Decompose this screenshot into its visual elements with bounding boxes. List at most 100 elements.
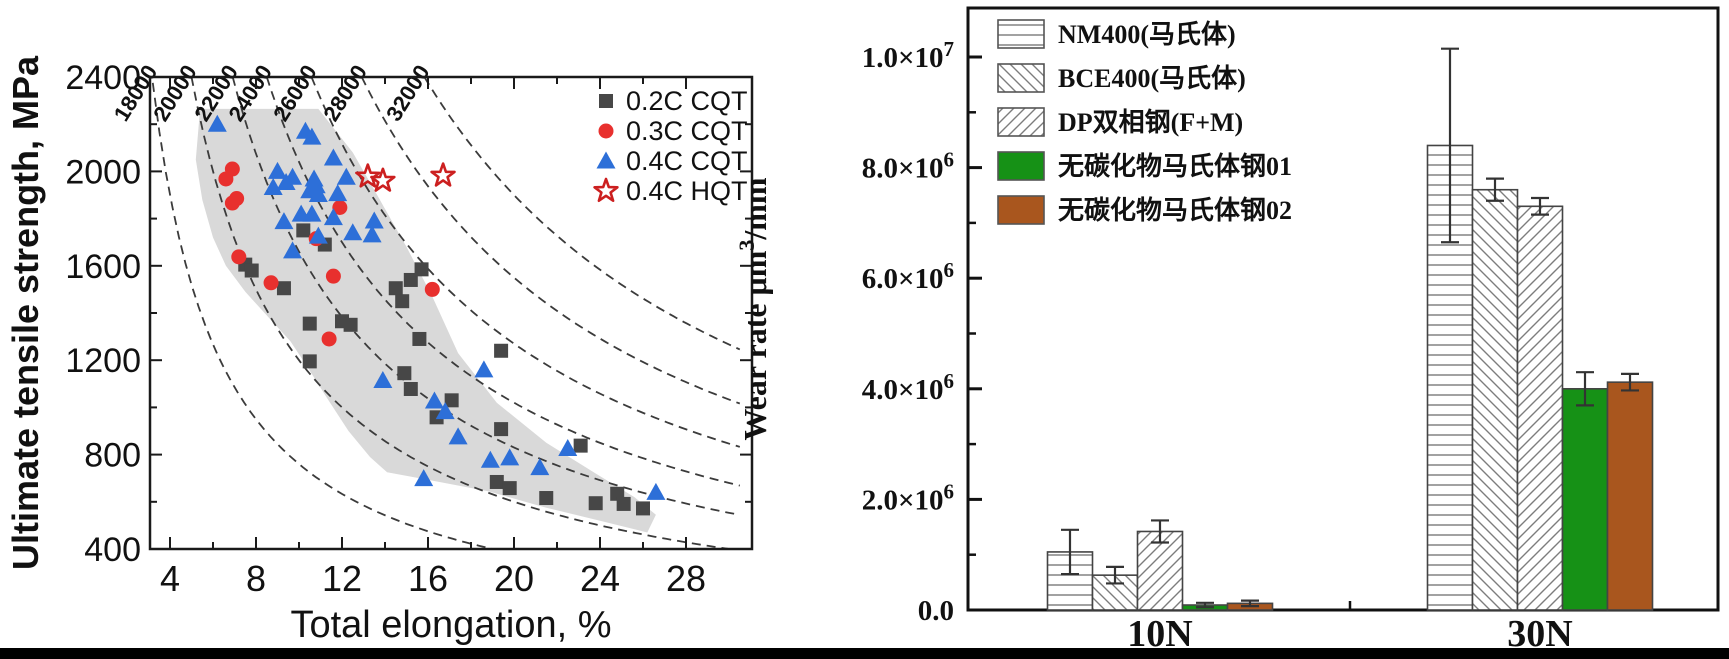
scatter-point	[274, 212, 294, 230]
scatter-point	[494, 422, 509, 437]
y-tick-label: 0.0	[918, 595, 954, 627]
y-axis-title: Wear rate μm3/mm	[734, 177, 773, 440]
legend-swatch	[997, 107, 1045, 137]
scatter-point	[283, 241, 303, 259]
bar-series-4	[1181, 371, 1609, 611]
x-axis-title: Total elongation, %	[290, 604, 611, 646]
scatter-point	[268, 161, 287, 179]
scatter-point	[355, 163, 381, 188]
y-tick-label: 2400	[65, 59, 141, 97]
y-tick-label: 1200	[65, 342, 141, 380]
y-tick-label: 400	[84, 531, 141, 569]
scatter-point	[430, 162, 456, 187]
legend-label: NM400(马氏体)	[1058, 20, 1236, 49]
scatter-point	[362, 225, 382, 243]
iso-curve	[310, 78, 741, 448]
scatter-point	[323, 148, 343, 166]
scatter-point	[395, 294, 410, 309]
processing-window-band	[195, 108, 656, 533]
scatter-point	[530, 458, 550, 476]
scatter-point	[370, 167, 396, 192]
scatter-point	[573, 438, 588, 453]
iso-curve	[266, 78, 741, 487]
scatter-point	[373, 370, 393, 388]
x-tick-label: 8	[246, 558, 266, 599]
y-tick-label: 2000	[65, 153, 141, 191]
scatter-point	[388, 281, 403, 296]
iso-curve	[423, 78, 741, 351]
scatter-point	[263, 275, 279, 291]
y-tick-label: 1.0×107	[862, 37, 954, 74]
y-tick-label: 800	[84, 437, 141, 475]
legend-label: 无碳化物马氏体钢02	[1058, 196, 1292, 225]
scatter-point	[502, 481, 517, 496]
scatter-point	[598, 123, 614, 139]
iso-curve	[361, 78, 741, 405]
x-tick-label: 24	[580, 558, 620, 599]
scatter-point	[343, 317, 358, 332]
legend-swatch	[997, 19, 1045, 49]
scatter-point	[646, 482, 666, 500]
x-tick-label: 28	[666, 558, 706, 599]
bar	[1606, 381, 1654, 611]
bottom-border	[0, 648, 1729, 659]
scatter-point	[276, 172, 296, 190]
scatter-point	[302, 316, 317, 331]
iso-curve	[190, 78, 729, 548]
scatter-point	[302, 354, 317, 369]
scatter-point	[364, 211, 384, 229]
scatter-point	[321, 331, 337, 347]
scatter-point	[616, 496, 631, 511]
bar-series-2	[1091, 177, 1519, 611]
iso-curve-label: 32000	[381, 60, 435, 125]
scatter-point	[480, 450, 500, 468]
scatter-point	[323, 208, 343, 226]
x-tick-label: 12	[322, 558, 362, 599]
y-tick-label: 2.0×106	[862, 479, 954, 516]
bar-series-5	[1226, 372, 1654, 611]
legend-label: 0.3C CQT	[626, 116, 748, 146]
y-axis-title: Ultimate tensile strength, MPa	[5, 55, 46, 570]
scatter-point	[308, 185, 328, 203]
plot-frame	[966, 6, 1720, 612]
scatter-point	[302, 127, 322, 145]
y-tick-label: 6.0×106	[862, 258, 954, 295]
scatter-point	[539, 491, 554, 506]
scatter-point	[343, 223, 363, 241]
scatter-point	[593, 177, 619, 202]
series-0.4C-CQT	[207, 114, 666, 500]
bar-series-3	[1136, 196, 1564, 611]
scatter-point	[588, 496, 603, 511]
scatter-point	[296, 223, 311, 238]
bar	[1561, 387, 1609, 611]
series-0.4C-HQT	[355, 162, 456, 192]
scatter-point	[424, 391, 444, 409]
series-0.2C-CQT	[238, 223, 650, 516]
scatter-point	[302, 204, 322, 222]
y-tick-label: 1600	[65, 248, 141, 286]
scatter-point	[328, 184, 348, 202]
legend-swatch	[997, 63, 1045, 93]
bar-series-1	[1046, 47, 1474, 611]
left-axes: 4 8 12 16 20 24 28 400 800 1200 1600 2000 2400	[65, 59, 752, 599]
scatter-point	[263, 177, 283, 195]
scatter-point	[336, 167, 356, 185]
scatter-point	[599, 94, 613, 108]
scatter-point	[596, 151, 616, 169]
bar	[1516, 205, 1564, 611]
scatter-point	[636, 501, 650, 516]
scatter-point	[500, 448, 520, 466]
scatter-point	[494, 343, 509, 358]
legend-label: 0.2C CQT	[626, 86, 748, 116]
scatter-point	[403, 272, 418, 287]
scatter-point	[448, 427, 468, 445]
scatter-point	[474, 360, 494, 378]
bar	[1471, 188, 1519, 611]
scatter-point	[276, 281, 291, 296]
scatter-point	[244, 263, 259, 278]
scatter-point	[558, 438, 578, 456]
